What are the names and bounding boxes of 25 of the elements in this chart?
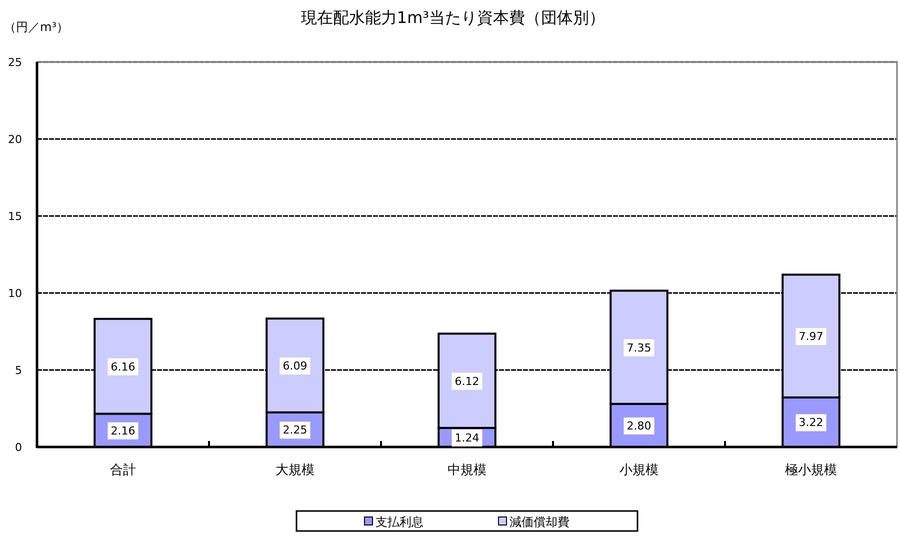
y-tick-label: 0 (15, 441, 22, 454)
data-label: 7.97 (798, 330, 824, 344)
y-tick-label: 5 (15, 364, 22, 377)
x-tick-label: 極小規模 (785, 463, 837, 478)
data-label: 2.80 (626, 419, 652, 432)
data-label: 6.12 (454, 374, 480, 388)
legend-label: 減価償却費 (510, 515, 570, 529)
data-label: 7.35 (626, 341, 652, 354)
data-label: 2.16 (110, 424, 136, 438)
y-axis-title: （円／m³） (4, 20, 68, 34)
y-tick-label: 10 (8, 287, 22, 300)
x-tick-label: 大規模 (276, 463, 314, 478)
data-label: 6.09 (282, 359, 308, 372)
chart-title: 現在配水能力1m³当たり資本費（団体別） (300, 8, 606, 27)
data-label: 1.24 (454, 431, 480, 444)
x-tick-label: 小規模 (620, 463, 658, 478)
x-tick-label: 中規模 (448, 463, 486, 478)
data-label: 3.22 (798, 416, 824, 430)
data-label: 2.25 (282, 424, 308, 437)
y-tick-label: 15 (8, 210, 22, 223)
legend-label: 支払利息 (376, 515, 424, 529)
data-label: 6.16 (110, 360, 136, 374)
y-tick-label: 20 (8, 133, 22, 146)
x-tick-label: 合計 (110, 463, 136, 478)
y-tick-label: 25 (8, 56, 22, 69)
